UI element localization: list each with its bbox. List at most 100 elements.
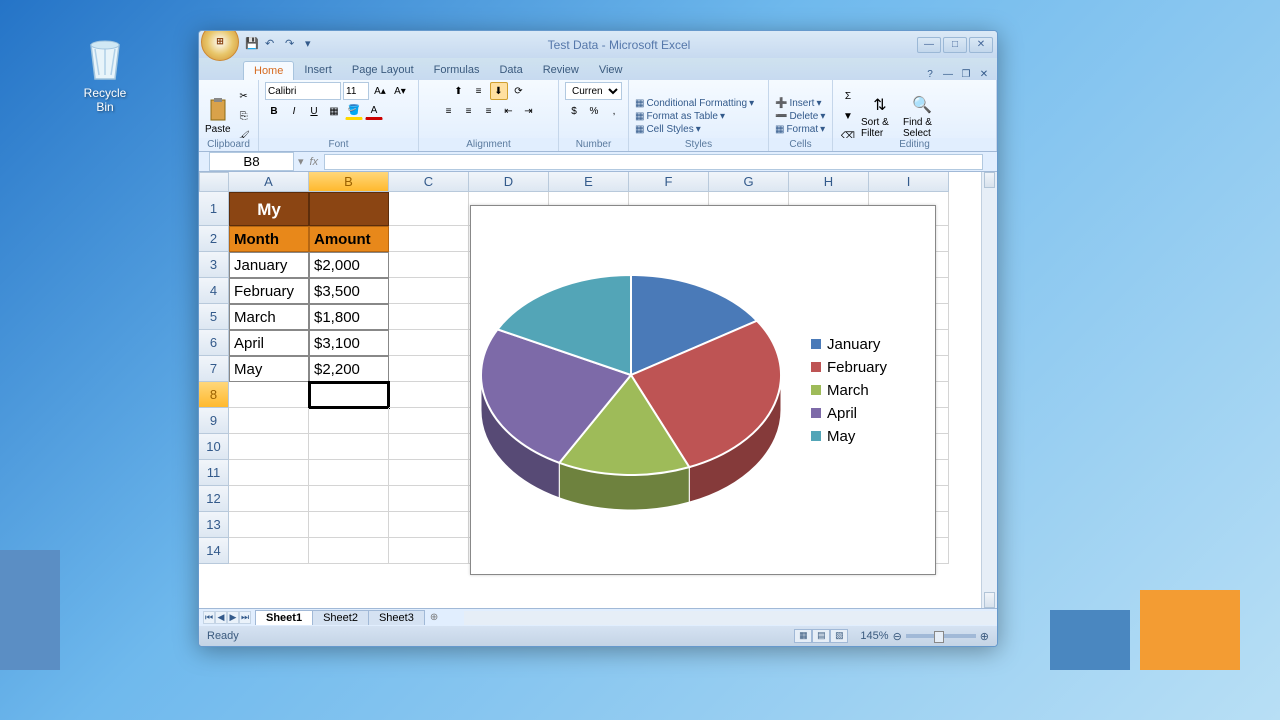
bold-button[interactable]: B bbox=[265, 102, 283, 120]
view-normal-icon[interactable]: ▦ bbox=[794, 629, 812, 643]
sort-filter-button[interactable]: ⇅Sort & Filter bbox=[861, 95, 899, 139]
save-icon[interactable]: 💾 bbox=[245, 37, 261, 53]
tab-formulas[interactable]: Formulas bbox=[424, 61, 490, 80]
row-header-14[interactable]: 14 bbox=[199, 538, 229, 564]
fill-icon[interactable]: ▼ bbox=[839, 108, 857, 126]
sheet-nav-prev-icon[interactable]: ◀ bbox=[215, 611, 227, 624]
tab-data[interactable]: Data bbox=[489, 61, 532, 80]
row-header-12[interactable]: 12 bbox=[199, 486, 229, 512]
ribbon-close-icon[interactable]: ✕ bbox=[977, 69, 991, 80]
zoom-out-icon[interactable]: ⊖ bbox=[893, 630, 902, 643]
minimize-button[interactable]: — bbox=[917, 37, 941, 53]
row-header-6[interactable]: 6 bbox=[199, 330, 229, 356]
align-left-icon[interactable]: ≡ bbox=[440, 102, 458, 120]
font-size-select[interactable] bbox=[343, 82, 369, 100]
cell-C12[interactable] bbox=[389, 486, 469, 512]
font-color-icon[interactable]: A bbox=[365, 102, 383, 120]
cell-C4[interactable] bbox=[389, 278, 469, 304]
col-header-G[interactable]: G bbox=[709, 172, 789, 192]
cell-B6[interactable]: $3,100 bbox=[309, 330, 389, 356]
cell-C14[interactable] bbox=[389, 538, 469, 564]
row-header-2[interactable]: 2 bbox=[199, 226, 229, 252]
cell-A9[interactable] bbox=[229, 408, 309, 434]
currency-icon[interactable]: $ bbox=[565, 102, 583, 120]
cell-styles-button[interactable]: ▦ Cell Styles ▾ bbox=[635, 123, 754, 136]
undo-icon[interactable]: ↶ bbox=[265, 37, 281, 53]
help-icon[interactable]: ? bbox=[923, 69, 937, 80]
sheet-nav-next-icon[interactable]: ▶ bbox=[227, 611, 239, 624]
row-header-13[interactable]: 13 bbox=[199, 512, 229, 538]
col-header-A[interactable]: A bbox=[229, 172, 309, 192]
percent-icon[interactable]: % bbox=[585, 102, 603, 120]
cell-B5[interactable]: $1,800 bbox=[309, 304, 389, 330]
align-bottom-icon[interactable]: ⬇ bbox=[490, 82, 508, 100]
autosum-icon[interactable]: Σ bbox=[839, 88, 857, 106]
cell-B1[interactable] bbox=[309, 192, 389, 226]
cell-B9[interactable] bbox=[309, 408, 389, 434]
cell-A7[interactable]: May bbox=[229, 356, 309, 382]
col-header-D[interactable]: D bbox=[469, 172, 549, 192]
cell-A4[interactable]: February bbox=[229, 278, 309, 304]
decrease-indent-icon[interactable]: ⇤ bbox=[500, 102, 518, 120]
cell-C10[interactable] bbox=[389, 434, 469, 460]
cell-C5[interactable] bbox=[389, 304, 469, 330]
chart-object[interactable]: JanuaryFebruaryMarchAprilMay bbox=[470, 205, 936, 575]
border-icon[interactable]: ▦ bbox=[325, 102, 343, 120]
view-pagebreak-icon[interactable]: ▧ bbox=[830, 629, 848, 643]
cell-B2[interactable]: Amount bbox=[309, 226, 389, 252]
cell-B12[interactable] bbox=[309, 486, 389, 512]
copy-icon[interactable]: ⎘ bbox=[235, 108, 253, 126]
sheet-nav-first-icon[interactable]: ⏮ bbox=[203, 611, 215, 624]
cell-C7[interactable] bbox=[389, 356, 469, 382]
zoom-slider[interactable] bbox=[906, 634, 976, 638]
sheet-tab-sheet2[interactable]: Sheet2 bbox=[312, 610, 369, 625]
redo-icon[interactable]: ↷ bbox=[285, 37, 301, 53]
cell-C11[interactable] bbox=[389, 460, 469, 486]
zoom-in-icon[interactable]: ⊕ bbox=[980, 630, 989, 643]
find-select-button[interactable]: 🔍Find & Select bbox=[903, 95, 941, 139]
tab-review[interactable]: Review bbox=[533, 61, 589, 80]
row-header-10[interactable]: 10 bbox=[199, 434, 229, 460]
cell-B13[interactable] bbox=[309, 512, 389, 538]
cut-icon[interactable]: ✂ bbox=[235, 88, 253, 106]
close-button[interactable]: ✕ bbox=[969, 37, 993, 53]
shrink-font-icon[interactable]: A▾ bbox=[391, 82, 409, 100]
tab-page-layout[interactable]: Page Layout bbox=[342, 61, 424, 80]
formula-input[interactable] bbox=[324, 154, 983, 170]
col-header-I[interactable]: I bbox=[869, 172, 949, 192]
fx-icon[interactable]: fx bbox=[304, 156, 325, 168]
cell-A1[interactable]: My Savings bbox=[229, 192, 309, 226]
grow-font-icon[interactable]: A▴ bbox=[371, 82, 389, 100]
cell-A3[interactable]: January bbox=[229, 252, 309, 278]
insert-cells-button[interactable]: ➕ Insert ▾ bbox=[775, 97, 825, 110]
cell-C9[interactable] bbox=[389, 408, 469, 434]
cell-A13[interactable] bbox=[229, 512, 309, 538]
comma-icon[interactable]: , bbox=[605, 102, 623, 120]
col-header-E[interactable]: E bbox=[549, 172, 629, 192]
cell-B8[interactable] bbox=[309, 382, 389, 408]
view-layout-icon[interactable]: ▤ bbox=[812, 629, 830, 643]
align-center-icon[interactable]: ≡ bbox=[460, 102, 478, 120]
vertical-scrollbar[interactable] bbox=[981, 172, 997, 608]
conditional-formatting-button[interactable]: ▦ Conditional Formatting ▾ bbox=[635, 97, 754, 110]
horizontal-scrollbar[interactable] bbox=[464, 611, 997, 625]
tab-home[interactable]: Home bbox=[243, 61, 294, 80]
font-name-select[interactable] bbox=[265, 82, 341, 100]
cell-C13[interactable] bbox=[389, 512, 469, 538]
row-header-3[interactable]: 3 bbox=[199, 252, 229, 278]
cell-C3[interactable] bbox=[389, 252, 469, 278]
tab-insert[interactable]: Insert bbox=[294, 61, 342, 80]
new-sheet-icon[interactable]: ⊕ bbox=[424, 612, 444, 623]
sheet-tab-sheet1[interactable]: Sheet1 bbox=[255, 610, 313, 625]
ribbon-minimize-icon[interactable]: — bbox=[941, 69, 955, 80]
row-header-11[interactable]: 11 bbox=[199, 460, 229, 486]
row-header-8[interactable]: 8 bbox=[199, 382, 229, 408]
cell-A11[interactable] bbox=[229, 460, 309, 486]
cell-A14[interactable] bbox=[229, 538, 309, 564]
col-header-F[interactable]: F bbox=[629, 172, 709, 192]
align-right-icon[interactable]: ≡ bbox=[480, 102, 498, 120]
fill-color-icon[interactable]: 🪣 bbox=[345, 102, 363, 120]
cell-B3[interactable]: $2,000 bbox=[309, 252, 389, 278]
cell-A5[interactable]: March bbox=[229, 304, 309, 330]
format-as-table-button[interactable]: ▦ Format as Table ▾ bbox=[635, 110, 754, 123]
